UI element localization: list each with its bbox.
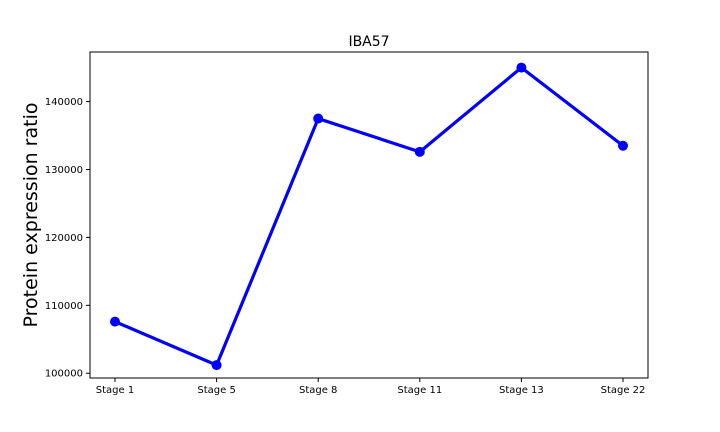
data-point bbox=[313, 113, 324, 124]
x-tick-label: Stage 5 bbox=[197, 385, 235, 396]
y-tick-label: 140000 bbox=[45, 97, 83, 108]
x-tick-label: Stage 8 bbox=[299, 385, 337, 396]
x-tick-label: Stage 1 bbox=[96, 385, 134, 396]
y-tick-label: 130000 bbox=[45, 165, 83, 176]
data-point bbox=[110, 316, 120, 327]
plot-area: 100000 110000 120000 130000 140000 Stage 1 Sta… bbox=[45, 51, 649, 396]
y-tick-label: 100000 bbox=[45, 369, 83, 380]
y-tick-label: 120000 bbox=[45, 233, 83, 244]
y-axis-label: Protein expression ratio bbox=[20, 103, 42, 328]
x-tick-label: Stage 11 bbox=[397, 385, 442, 396]
data-point bbox=[516, 62, 527, 73]
axes-frame bbox=[89, 51, 649, 379]
x-tick-label: Stage 13 bbox=[499, 385, 544, 396]
y-tick-label: 110000 bbox=[45, 301, 83, 312]
series-line bbox=[113, 66, 625, 367]
x-tick-label: Stage 22 bbox=[601, 385, 646, 396]
data-point bbox=[414, 146, 425, 157]
chart-title: IBA57 bbox=[348, 34, 389, 50]
data-point bbox=[211, 360, 222, 371]
data-point bbox=[618, 140, 628, 151]
